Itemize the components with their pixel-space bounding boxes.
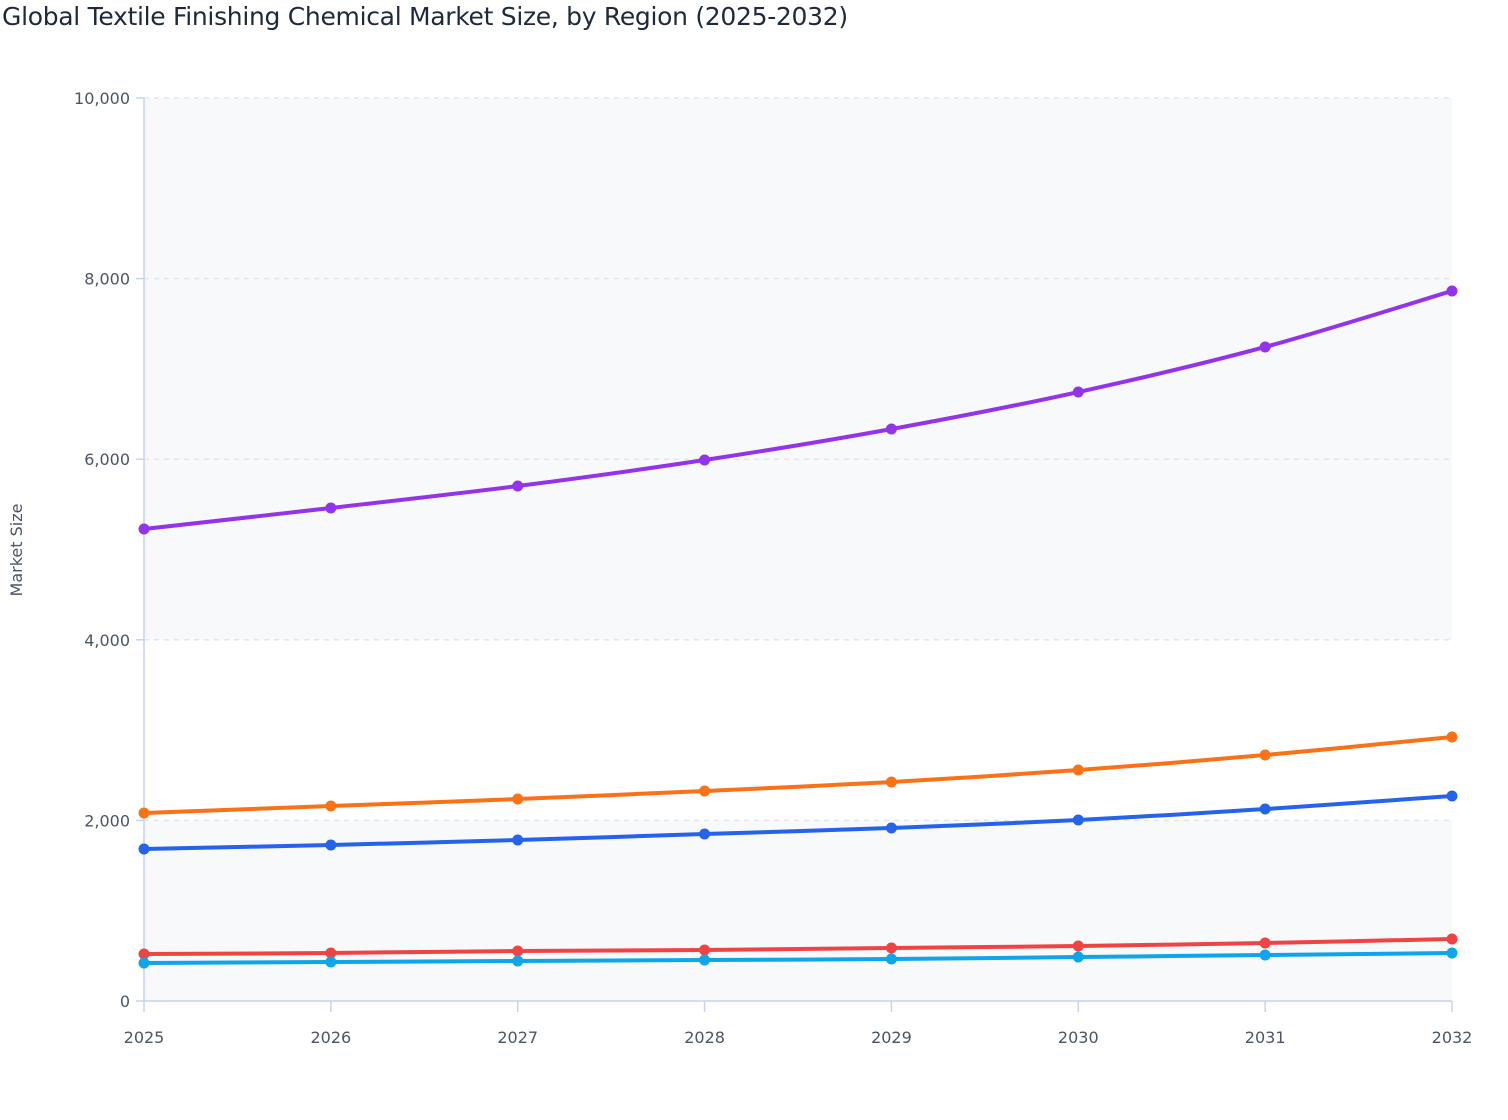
series-3: [138, 790, 1458, 855]
series-line: [142, 794, 1454, 852]
plot-background: [144, 98, 1452, 1001]
x-tick-label: 2031: [1245, 1028, 1286, 1047]
data-point: [512, 793, 524, 805]
y-axis-ticks: 0 2,000 4,000 6,000 8,000 10,000: [74, 89, 144, 1011]
data-point: [699, 954, 711, 966]
x-tick-label: 2028: [684, 1028, 725, 1047]
data-point: [1446, 790, 1458, 802]
data-point: [1072, 764, 1084, 776]
data-point: [1446, 285, 1458, 297]
data-point: [885, 953, 897, 965]
x-tick-label: 2030: [1058, 1028, 1099, 1047]
data-point: [325, 956, 337, 968]
data-point: [138, 523, 150, 535]
data-point: [138, 948, 150, 960]
y-tick-label: 0: [120, 992, 130, 1011]
data-point: [885, 822, 897, 834]
x-tick-label: 2032: [1432, 1028, 1473, 1047]
series-line: [142, 936, 1454, 957]
data-point: [699, 454, 711, 466]
data-point: [699, 785, 711, 797]
plot-band: [144, 98, 1452, 640]
data-point: [1072, 940, 1084, 952]
y-tick-label: 4,000: [84, 631, 130, 650]
data-point: [1446, 933, 1458, 945]
data-point: [885, 776, 897, 788]
data-point: [1259, 749, 1271, 761]
series-5: [138, 947, 1458, 969]
x-tick-label: 2029: [871, 1028, 912, 1047]
data-point: [1072, 814, 1084, 826]
series-line: [142, 734, 1454, 815]
data-point: [512, 834, 524, 846]
gridlines: [144, 97, 1452, 822]
data-point: [699, 828, 711, 840]
y-tick-label: 2,000: [84, 811, 130, 830]
data-point: [325, 502, 337, 514]
data-point: [138, 957, 150, 969]
data-point: [512, 945, 524, 957]
series-lines: [138, 285, 1458, 969]
y-axis-label: Market Size: [7, 504, 26, 597]
series-1: [138, 285, 1458, 535]
y-tick-label: 10,000: [74, 89, 130, 108]
x-tick-label: 2026: [310, 1028, 351, 1047]
y-tick-label: 8,000: [84, 270, 130, 289]
data-point: [138, 807, 150, 819]
data-point: [1072, 386, 1084, 398]
data-point: [1259, 937, 1271, 949]
data-point: [885, 423, 897, 435]
x-tick-label: 2027: [497, 1028, 538, 1047]
series-4: [138, 933, 1458, 960]
y-tick-label: 6,000: [84, 450, 130, 469]
data-point: [325, 839, 337, 851]
data-point: [512, 480, 524, 492]
data-point: [138, 843, 150, 855]
data-point: [885, 942, 897, 954]
series-2: [138, 731, 1458, 819]
data-point: [1259, 803, 1271, 815]
data-point: [512, 955, 524, 967]
data-point: [1259, 341, 1271, 353]
data-point: [1072, 951, 1084, 963]
data-point: [699, 944, 711, 956]
data-point: [1446, 947, 1458, 959]
data-point: [1259, 949, 1271, 961]
x-axis-ticks: 2025 2026 2027 2028 2029 2030 2031 2032: [124, 1001, 1473, 1047]
data-point: [325, 800, 337, 812]
data-point: [325, 947, 337, 959]
data-point: [1446, 731, 1458, 743]
plot-band: [144, 820, 1452, 1001]
chart-title: Global Textile Finishing Chemical Market…: [2, 2, 848, 31]
x-tick-label: 2025: [124, 1028, 165, 1047]
series-line: [142, 950, 1454, 965]
series-line: [142, 288, 1454, 532]
